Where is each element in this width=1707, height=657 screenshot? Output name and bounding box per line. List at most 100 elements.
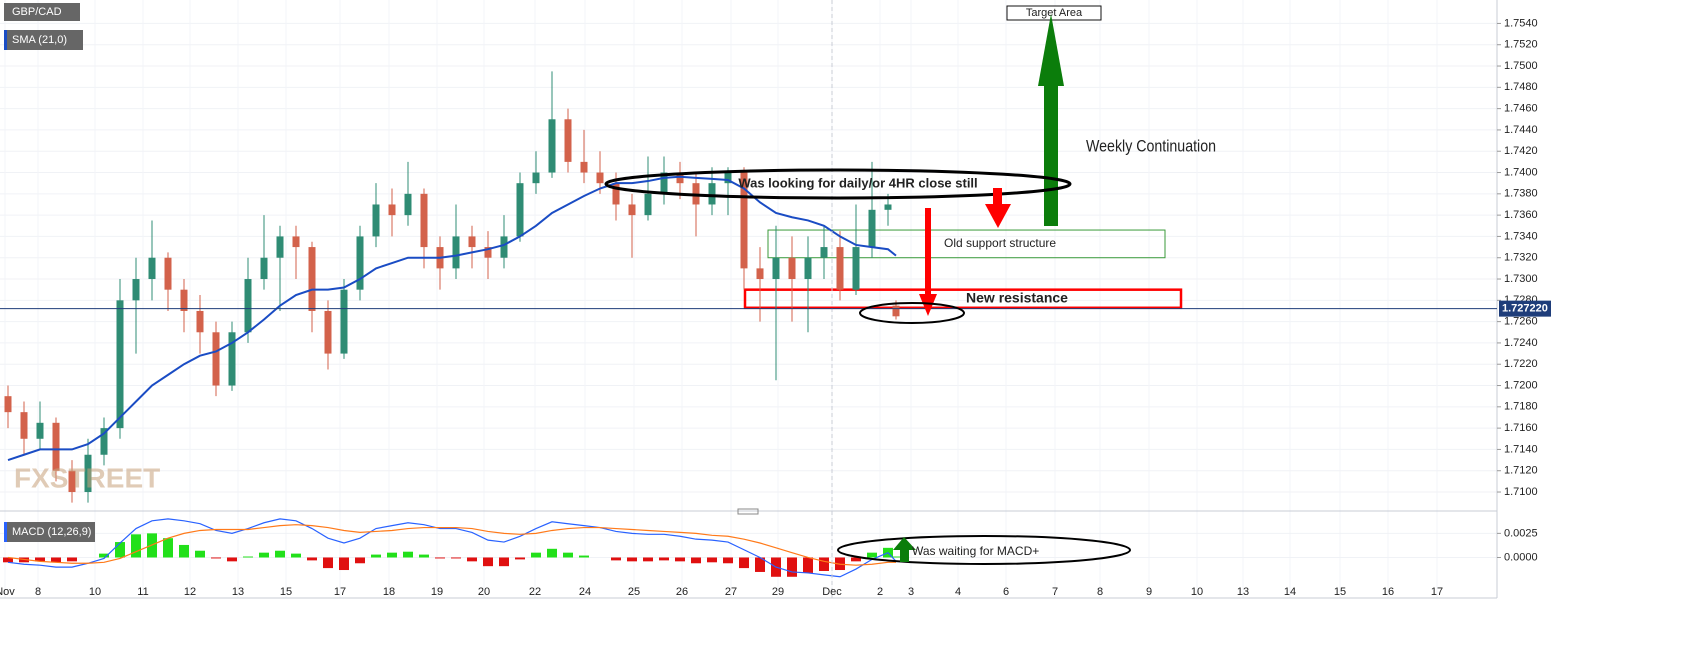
legend-box[interactable] bbox=[4, 3, 80, 21]
legend-box[interactable] bbox=[4, 30, 83, 50]
x-tick-label: 3 bbox=[908, 586, 914, 598]
candle-body bbox=[804, 257, 812, 280]
histogram-bar bbox=[707, 557, 717, 563]
histogram-bar bbox=[755, 557, 765, 572]
histogram-bar bbox=[403, 551, 413, 558]
candle-body bbox=[788, 257, 796, 280]
target-label: Target Area bbox=[1026, 7, 1083, 19]
candle-body bbox=[468, 236, 476, 248]
histogram-bar bbox=[499, 557, 509, 567]
histogram-bar bbox=[611, 557, 621, 561]
candle-body bbox=[4, 396, 12, 413]
macd-note: Was waiting for MACD+ bbox=[912, 544, 1039, 558]
y-tick-label: 1.7400 bbox=[1504, 166, 1538, 178]
x-tick-label: 4 bbox=[955, 586, 961, 598]
x-tick-label: 8 bbox=[1097, 586, 1103, 598]
ellipse bbox=[604, 168, 1072, 200]
histogram-bar bbox=[691, 557, 701, 564]
histogram-bar bbox=[803, 557, 813, 573]
x-tick-label: 9 bbox=[1146, 586, 1152, 598]
looking-label: Was looking for daily/or 4HR close still bbox=[738, 175, 977, 190]
candle-body bbox=[292, 236, 300, 248]
histogram-bar bbox=[275, 550, 285, 558]
candle-body bbox=[100, 428, 108, 455]
y-tick-label: 1.7140 bbox=[1504, 443, 1538, 455]
zone-label: Old support structure bbox=[944, 236, 1056, 250]
histogram-bar bbox=[323, 557, 333, 569]
candle-body bbox=[52, 422, 60, 471]
arrow-shaft bbox=[925, 208, 931, 296]
arrow-head bbox=[893, 537, 916, 550]
pane-handle[interactable] bbox=[737, 508, 759, 515]
candle-body bbox=[452, 236, 460, 269]
zone bbox=[743, 288, 1183, 310]
y-tick-label: 0.0000 bbox=[1504, 551, 1538, 563]
y-tick-label: 1.7120 bbox=[1504, 465, 1538, 477]
candle-body bbox=[892, 305, 900, 317]
signal-line bbox=[7, 524, 896, 566]
candle-body bbox=[644, 193, 652, 216]
histogram-bar bbox=[371, 554, 381, 558]
candle-body bbox=[164, 257, 172, 290]
target-box bbox=[1006, 5, 1102, 21]
arrow-shaft bbox=[900, 548, 909, 562]
y-tick-label: 1.7440 bbox=[1504, 124, 1538, 136]
legend-box[interactable] bbox=[4, 522, 95, 542]
legend-swatch bbox=[4, 522, 7, 542]
y-tick-label: 1.7480 bbox=[1504, 81, 1538, 93]
histogram-bar bbox=[3, 557, 13, 563]
histogram-bar bbox=[675, 557, 685, 562]
histogram-bar bbox=[339, 557, 349, 571]
histogram-bar bbox=[35, 557, 45, 562]
candle-body bbox=[676, 172, 684, 184]
histogram-bar bbox=[99, 553, 109, 558]
histogram-bar bbox=[451, 557, 461, 559]
x-tick-label: 15 bbox=[1334, 586, 1346, 598]
x-tick-label: 29 bbox=[772, 586, 784, 598]
legend-label: GBP/CAD bbox=[12, 6, 62, 18]
candle-body bbox=[388, 204, 396, 216]
legend: GBP/CAD SMA (21,0) MACD (12,26,9) bbox=[4, 3, 95, 542]
candle-body bbox=[708, 183, 716, 205]
x-tick-label: 24 bbox=[579, 586, 591, 598]
candle-body bbox=[356, 236, 364, 290]
legend-label: MACD (12,26,9) bbox=[12, 526, 91, 538]
histogram-bar bbox=[435, 557, 445, 559]
x-tick-label: 14 bbox=[1284, 586, 1296, 598]
histogram-bar bbox=[891, 556, 901, 558]
histogram-bar bbox=[227, 557, 237, 562]
x-tick-label: 2 bbox=[877, 586, 883, 598]
x-tick-label: 22 bbox=[529, 586, 541, 598]
x-tick-label: Dec bbox=[822, 586, 842, 598]
y-tick-label: 1.7220 bbox=[1504, 358, 1538, 370]
candle-body bbox=[516, 183, 524, 237]
y-tick-label: 1.7540 bbox=[1504, 17, 1538, 29]
candle-body bbox=[772, 257, 780, 280]
histogram-bar bbox=[307, 557, 317, 561]
x-tick-label: 17 bbox=[1431, 586, 1443, 598]
candle-body bbox=[244, 279, 252, 333]
x-tick-label: 18 bbox=[383, 586, 395, 598]
candle-body bbox=[596, 172, 604, 184]
macd-line bbox=[7, 518, 897, 578]
candle-body bbox=[180, 289, 188, 311]
candle-body bbox=[660, 172, 668, 194]
histogram-bar bbox=[51, 557, 61, 563]
histogram-bar bbox=[531, 552, 541, 558]
candle-body bbox=[260, 257, 268, 280]
candle-body bbox=[612, 183, 620, 205]
candle-body bbox=[372, 204, 380, 237]
y-tick-label: 1.7360 bbox=[1504, 209, 1538, 221]
histogram-bar bbox=[627, 557, 637, 562]
histogram-bar bbox=[419, 554, 429, 558]
y-tick-label: 1.7200 bbox=[1504, 379, 1538, 391]
histogram-bar bbox=[115, 542, 125, 558]
y-tick-label: 1.7520 bbox=[1504, 39, 1538, 51]
candle-body bbox=[884, 204, 892, 210]
x-tick-label: 10 bbox=[89, 586, 101, 598]
candle-body bbox=[276, 236, 284, 258]
arrow-shaft bbox=[993, 188, 1002, 208]
candle-body bbox=[548, 119, 556, 173]
histogram-bar bbox=[739, 557, 749, 569]
arrow-shaft bbox=[1044, 84, 1058, 226]
